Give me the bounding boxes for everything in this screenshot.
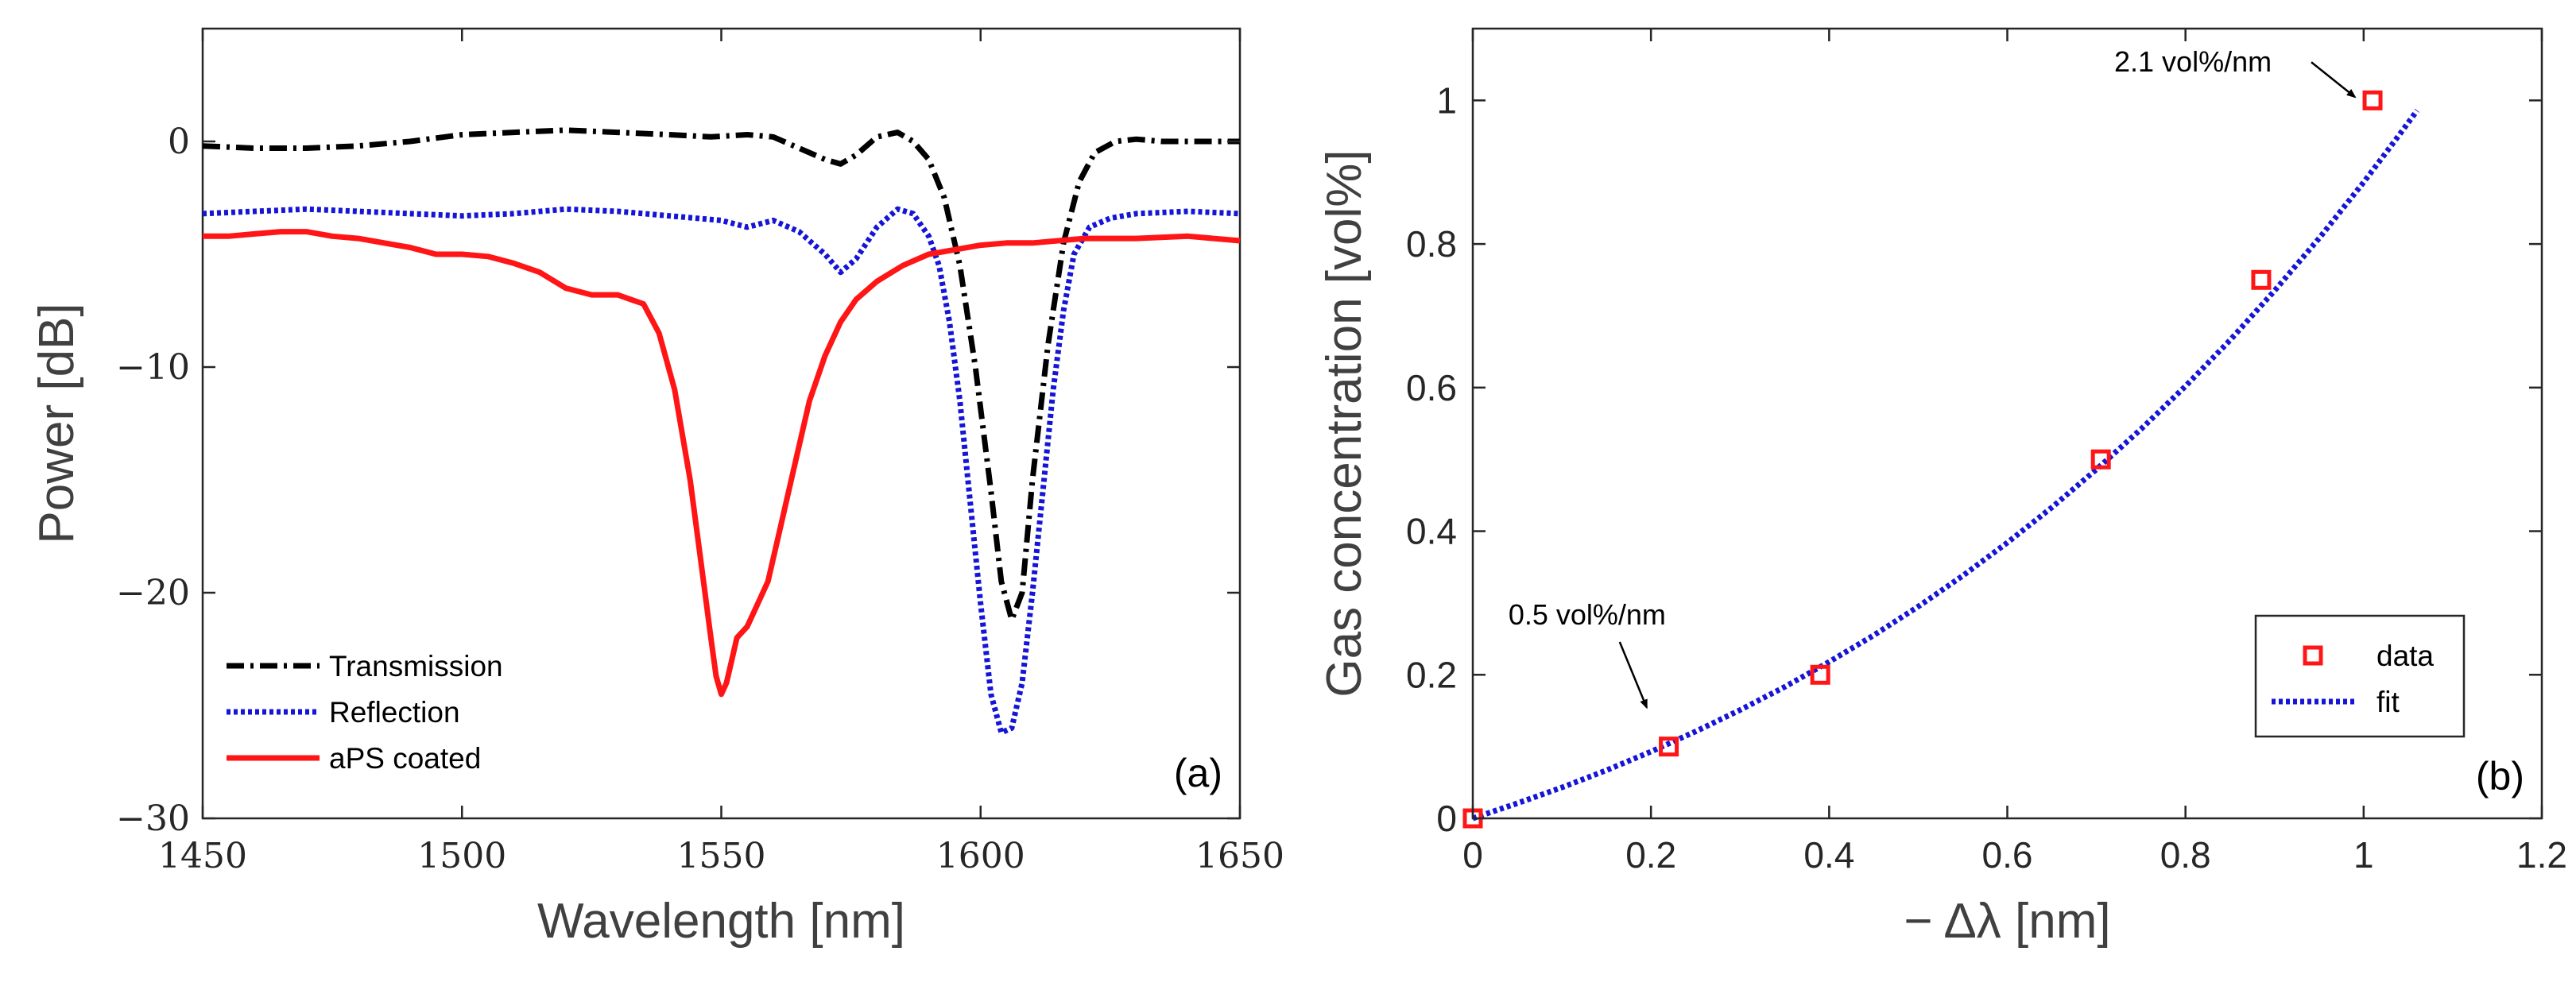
panel-b-legend-label: fit: [2377, 686, 2400, 718]
panel-b-x-tick-label: 0: [1462, 834, 1483, 876]
panel-b-annotation-text: 0.5 vol%/nm: [1509, 598, 1666, 631]
panel-b-x-axis-label: − Δλ [nm]: [1904, 894, 2110, 949]
panel-a-x-axis-label: Wavelength [nm]: [537, 894, 905, 949]
panel-a-y-tick-label: 0: [168, 122, 190, 162]
panel-b-x-tick-label: 0.8: [2160, 834, 2211, 876]
panel-b-x-tick-label: 0.4: [1803, 834, 1854, 876]
panel-a-y-axis-label: Power [dB]: [29, 303, 84, 543]
panel-b-data-point: [2090, 449, 2111, 470]
panel-b-x-tick-label: 0.2: [1625, 834, 1676, 876]
panel-b-y-axis-label: Gas concentration [vol%]: [1317, 149, 1372, 697]
panel-a-x-tick-label: 1650: [1195, 836, 1284, 876]
panel-b-annotation-text: 2.1 vol%/nm: [2114, 45, 2272, 78]
panel-b-x-tick-label: 1.2: [2516, 834, 2567, 876]
panel-a-y-tick-label: −30: [116, 798, 190, 839]
panel-b-legend-label: data: [2377, 640, 2434, 672]
panel-a-legend-label: Reflection: [329, 696, 460, 729]
panel-b-annotation-arrow: [1618, 641, 1648, 710]
panel-b-x-tick-label: 1: [2353, 834, 2374, 876]
panel-b: 0 0.2 0.4 0.6 0.8 1 1.2 0 0.2 0.4 0.6 0.8 1 2.1 vol%…: [1317, 27, 2567, 949]
panel-a-x-tick-label: 1600: [936, 836, 1025, 876]
panel-a-ticks: 1450 1500 1550 1600 1650 0 −10 −20 −30: [116, 29, 1284, 876]
panel-a-series-reflection: [202, 206, 1241, 736]
panel-b-series-lines: [1471, 108, 2419, 822]
panel-b-label: (b): [2476, 754, 2524, 798]
panel-a-legend-label: Transmission: [329, 650, 503, 682]
panel-b-y-tick-label: 0.2: [1406, 654, 1457, 695]
panel-b-annotations: 2.1 vol%/nm 0.5 vol%/nm: [1509, 45, 2357, 710]
panel-b-series-fit: [1471, 108, 2419, 822]
panel-a-legend-label: aPS coated: [329, 742, 481, 775]
panel-a-legend: Transmission Reflection aPS coated: [227, 650, 503, 775]
panel-b-y-tick-label: 0.6: [1406, 367, 1457, 408]
panel-a-x-tick-label: 1500: [417, 836, 506, 876]
panel-a-label: (a): [1174, 751, 1222, 795]
panel-b-y-tick-label: 0.8: [1406, 223, 1457, 265]
panel-b-y-tick-label: 0: [1436, 798, 1457, 839]
panel-a-x-tick-label: 1550: [677, 836, 766, 876]
panel-b-x-tick-label: 0.6: [1982, 834, 2033, 876]
panel-b-y-tick-label: 1: [1436, 79, 1457, 121]
panel-a-series-lines: [202, 127, 1241, 736]
panel-a: 1450 1500 1550 1600 1650 0 −10 −20 −30 Wavelengt…: [29, 27, 1284, 949]
panel-b-data-point: [2251, 269, 2272, 290]
panel-a-series-aps-coated: [203, 229, 1241, 698]
panel-a-x-tick-label: 1450: [158, 836, 247, 876]
panel-b-data-point: [2362, 90, 2383, 110]
panel-a-y-tick-label: −20: [116, 573, 190, 613]
panel-b-data-point: [1659, 737, 1679, 757]
panel-b-legend: data fit: [2254, 614, 2466, 738]
panel-b-ticks: 0 0.2 0.4 0.6 0.8 1 1.2 0 0.2 0.4 0.6 0.8 1: [1406, 29, 2567, 876]
panel-a-y-tick-label: −10: [116, 347, 190, 388]
panel-b-legend-swatch-data: [2303, 645, 2323, 666]
panel-b-legend-box: [2254, 614, 2466, 738]
panel-b-data-point: [1810, 664, 1830, 685]
panel-b-y-tick-label: 0.4: [1406, 511, 1457, 552]
panel-b-annotation-arrow: [2311, 61, 2357, 99]
